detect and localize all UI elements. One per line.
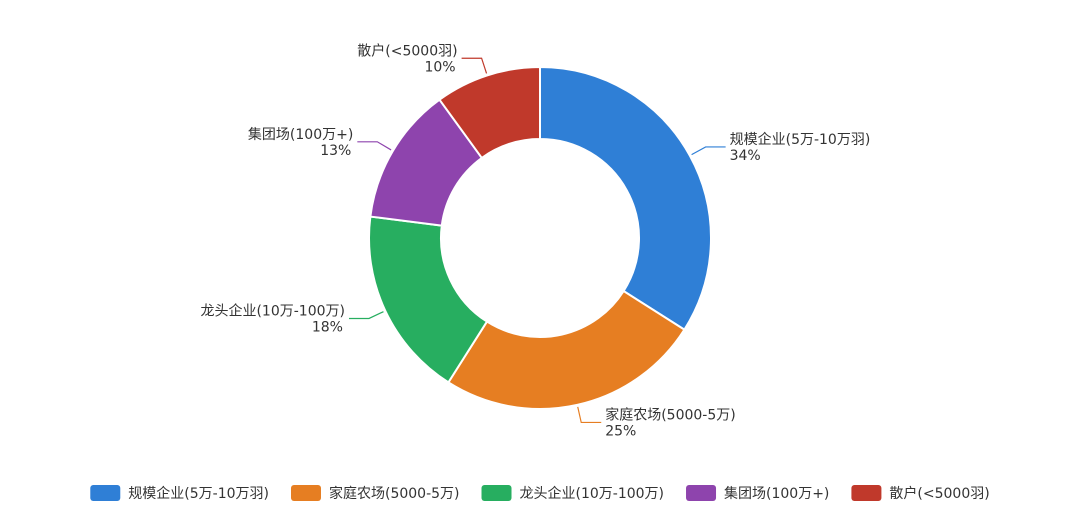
slice-label-3: 集团场(100万+) — [248, 126, 353, 143]
leader-line-3 — [357, 141, 392, 151]
leader-line-4 — [461, 57, 488, 74]
legend: 规模企业(5万-10万羽) 家庭农场(5000-5万) 龙头企业(10万-100万)… — [90, 485, 990, 502]
leader-line-2 — [348, 311, 384, 320]
slice-percent-1: 25% — [605, 423, 636, 439]
legend-swatch-0[interactable] — [90, 485, 121, 501]
slice-1[interactable] — [446, 289, 686, 410]
legend-label-2[interactable]: 龙头企业(10万-100万) — [520, 485, 665, 502]
legend-label-1[interactable]: 家庭农场(5000-5万) — [329, 485, 460, 502]
leader-line-1 — [577, 406, 602, 424]
label-leader-lines — [348, 57, 726, 424]
slice-4[interactable] — [438, 65, 541, 160]
slice-label-1: 家庭农场(5000-5万) — [605, 406, 736, 423]
legend-label-3[interactable]: 集团场(100万+) — [724, 485, 829, 502]
leader-line-0 — [691, 146, 726, 156]
slice-label-2: 龙头企业(10万-100万) — [200, 302, 345, 319]
slice-percent-3: 13% — [320, 143, 351, 159]
legend-label-4[interactable]: 散户(<5000羽) — [889, 485, 989, 502]
slice-0[interactable] — [539, 65, 712, 332]
slice-percent-2: 18% — [312, 319, 343, 335]
legend-swatch-3[interactable] — [686, 485, 717, 501]
legend-swatch-4[interactable] — [851, 485, 882, 501]
slice-labels: 规模企业(5万-10万羽)34% 家庭农场(5000-5万)25% 龙头企业(10万… — [200, 42, 870, 439]
legend-swatch-1[interactable] — [290, 485, 321, 501]
legend-swatch-2[interactable] — [481, 485, 512, 501]
legend-label-0[interactable]: 规模企业(5万-10万羽) — [128, 485, 269, 502]
slice-label-4: 散户(<5000羽) — [357, 42, 457, 59]
slice-percent-0: 34% — [730, 148, 761, 164]
slice-label-0: 规模企业(5万-10万羽) — [730, 131, 871, 148]
chart-slices — [368, 65, 712, 410]
slice-percent-4: 10% — [424, 59, 455, 75]
